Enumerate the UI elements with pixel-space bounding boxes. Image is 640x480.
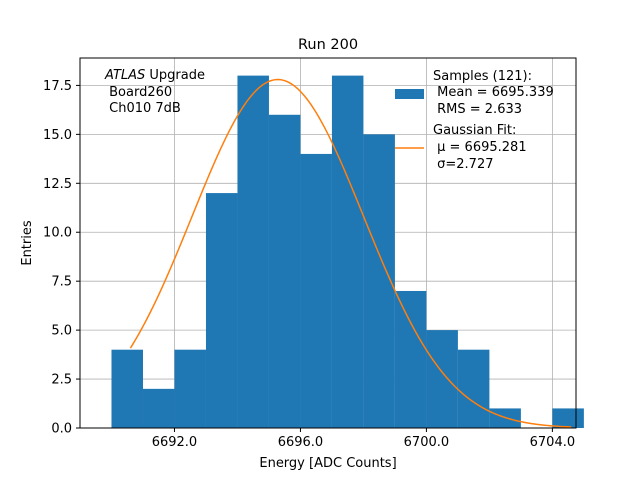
histogram-bars <box>111 75 584 429</box>
histogram-bar <box>174 349 206 428</box>
y-axis-ticks: 0.0 2.5 5.0 7.5 10.0 12.5 15.0 17.5 <box>43 79 80 437</box>
legend-fit-mu: μ = 6695.281 <box>433 140 527 155</box>
histogram-bar <box>237 75 269 428</box>
y-tick-label: 12.5 <box>43 177 72 192</box>
annotation-experiment: ATLAS <box>104 68 145 83</box>
y-tick-label: 15.0 <box>43 128 72 143</box>
x-axis-ticks: 6692.0 6696.0 6700.0 6704.0 <box>152 428 575 450</box>
y-tick-label: 7.5 <box>51 275 72 290</box>
histogram-bar <box>331 75 364 428</box>
legend-samples-mean: Mean = 6695.339 <box>433 85 554 100</box>
annotation-upgrade: Upgrade <box>145 68 205 83</box>
y-axis-label: Entries <box>20 220 35 266</box>
annotation-line-1: ATLAS Upgrade <box>104 68 205 83</box>
x-tick-label: 6692.0 <box>152 435 198 450</box>
legend-fit-sigma: σ=2.727 <box>433 157 493 172</box>
y-tick-label: 5.0 <box>51 324 72 339</box>
legend-samples-swatch <box>395 89 424 99</box>
y-tick-label: 0.0 <box>51 422 72 437</box>
histogram-bar <box>300 153 332 429</box>
histogram-bar <box>111 349 143 428</box>
annotation-channel: Ch010 7dB <box>105 101 181 116</box>
annotation-board: Board260 <box>105 85 172 100</box>
y-tick-label: 17.5 <box>43 79 72 94</box>
plot-frame <box>79 57 577 429</box>
y-tick-label: 2.5 <box>51 373 72 388</box>
legend: Samples (121): Mean = 6695.339 RMS = 2.6… <box>395 69 554 172</box>
fit-curve <box>129 78 572 428</box>
histogram-bar <box>552 408 584 428</box>
chart-title: Run 200 <box>298 37 358 53</box>
legend-samples-rms: RMS = 2.633 <box>433 102 522 117</box>
legend-samples-title: Samples (121): <box>433 69 532 84</box>
x-tick-label: 6696.0 <box>278 435 324 450</box>
x-tick-label: 6700.0 <box>404 435 450 450</box>
y-tick-label: 10.0 <box>43 226 72 241</box>
histogram-bar <box>142 388 175 428</box>
x-tick-label: 6704.0 <box>530 435 576 450</box>
annotation-box: ATLAS Upgrade Board260 Ch010 7dB <box>104 68 205 116</box>
histogram-bar <box>268 114 301 428</box>
histogram-bar <box>363 134 395 428</box>
gaussian-fit <box>129 78 572 428</box>
legend-fit-title: Gaussian Fit: <box>433 123 516 138</box>
histogram-bar <box>205 193 238 428</box>
histogram-bar <box>394 290 427 428</box>
histogram-bar <box>457 349 490 428</box>
histogram-bar <box>426 330 458 428</box>
x-axis-label: Energy [ADC Counts] <box>259 456 396 471</box>
